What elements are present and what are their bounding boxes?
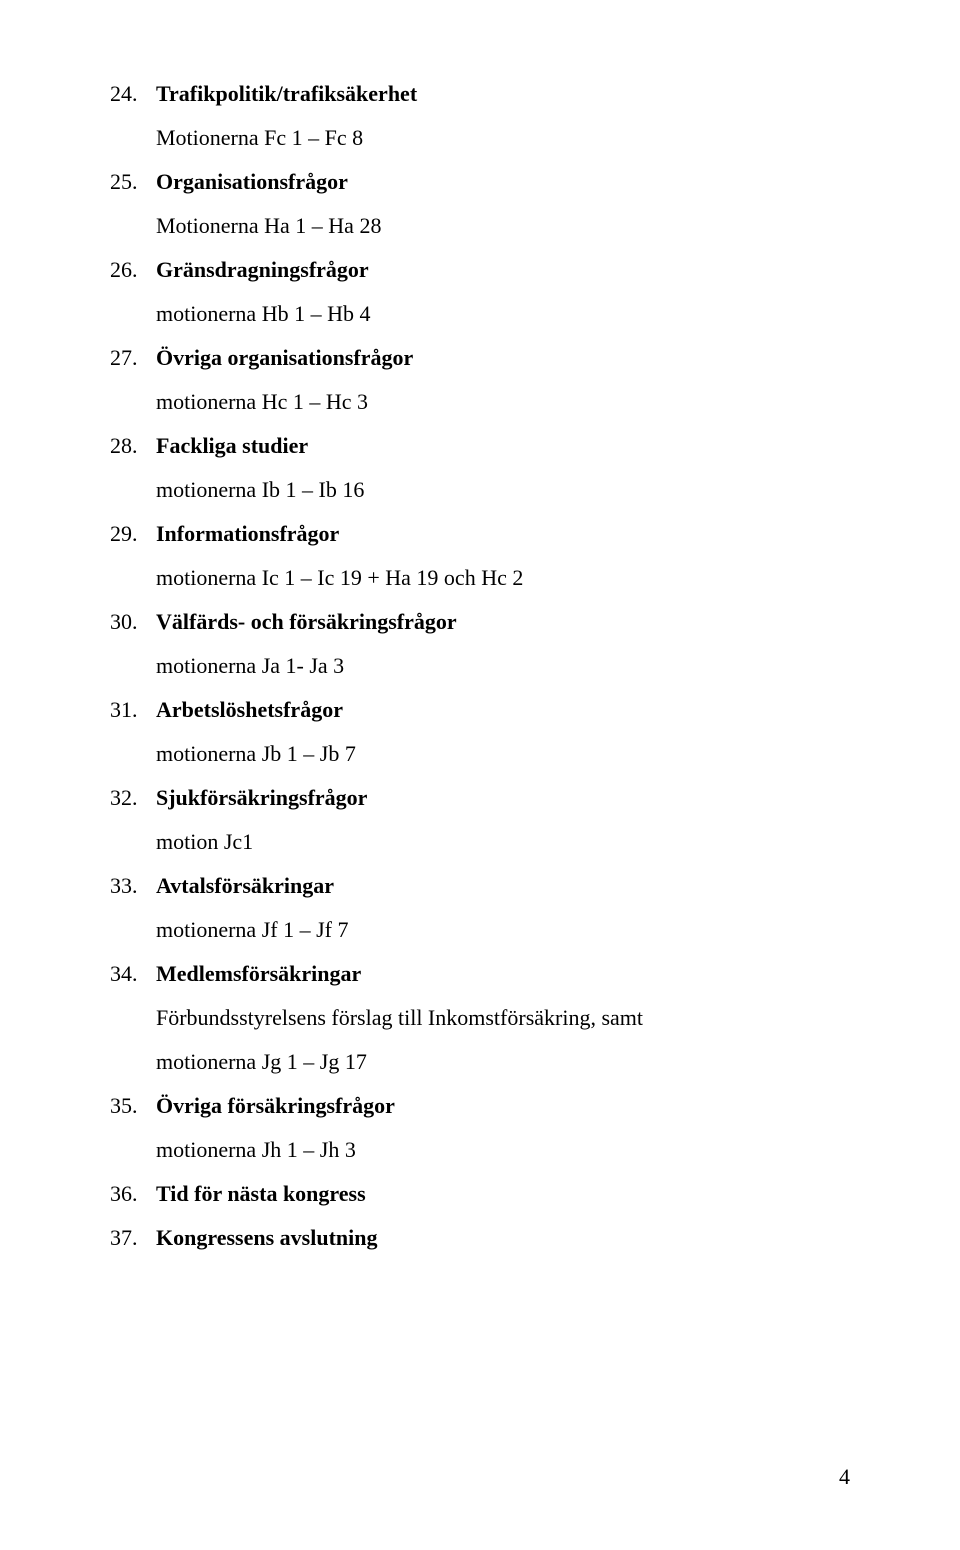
item-title: Organisationsfrågor [156,160,348,204]
numbered-list: 24.Trafikpolitik/trafiksäkerhetMotionern… [110,72,850,1260]
item-subtext: motionerna Ic 1 – Ic 19 + Ha 19 och Hc 2 [156,556,850,600]
item-number: 25. [110,160,156,204]
item-number: 35. [110,1084,156,1128]
item-subtext: Förbundsstyrelsens förslag till Inkomstf… [156,996,850,1040]
list-item: 34.MedlemsförsäkringarFörbundsstyrelsens… [110,952,850,1084]
item-subtext: motionerna Hb 1 – Hb 4 [156,292,850,336]
item-heading-row: 32.Sjukförsäkringsfrågor [110,776,850,820]
item-heading-row: 26.Gränsdragningsfrågor [110,248,850,292]
list-item: 37.Kongressens avslutning [110,1216,850,1260]
list-item: 24.Trafikpolitik/trafiksäkerhetMotionern… [110,72,850,160]
list-item: 33.Avtalsförsäkringarmotionerna Jf 1 – J… [110,864,850,952]
item-number: 31. [110,688,156,732]
item-title: Kongressens avslutning [156,1216,377,1260]
item-number: 33. [110,864,156,908]
item-number: 26. [110,248,156,292]
list-item: 31.Arbetslöshetsfrågormotionerna Jb 1 – … [110,688,850,776]
item-subtext: motionerna Jb 1 – Jb 7 [156,732,850,776]
item-title: Övriga organisationsfrågor [156,336,413,380]
list-item: 26.Gränsdragningsfrågormotionerna Hb 1 –… [110,248,850,336]
item-heading-row: 28.Fackliga studier [110,424,850,468]
list-item: 27.Övriga organisationsfrågormotionerna … [110,336,850,424]
item-title: Tid för nästa kongress [156,1172,366,1216]
item-heading-row: 35.Övriga försäkringsfrågor [110,1084,850,1128]
item-heading-row: 24.Trafikpolitik/trafiksäkerhet [110,72,850,116]
list-item: 28.Fackliga studiermotionerna Ib 1 – Ib … [110,424,850,512]
item-heading-row: 29.Informationsfrågor [110,512,850,556]
item-number: 27. [110,336,156,380]
item-title: Gränsdragningsfrågor [156,248,369,292]
item-heading-row: 31.Arbetslöshetsfrågor [110,688,850,732]
item-heading-row: 36.Tid för nästa kongress [110,1172,850,1216]
item-subtext: motionerna Ib 1 – Ib 16 [156,468,850,512]
item-title: Arbetslöshetsfrågor [156,688,343,732]
item-title: Välfärds- och försäkringsfrågor [156,600,457,644]
item-subtext: motionerna Hc 1 – Hc 3 [156,380,850,424]
item-number: 34. [110,952,156,996]
item-heading-row: 37.Kongressens avslutning [110,1216,850,1260]
item-title: Övriga försäkringsfrågor [156,1084,395,1128]
item-title: Medlemsförsäkringar [156,952,361,996]
item-title: Fackliga studier [156,424,308,468]
item-title: Informationsfrågor [156,512,339,556]
item-number: 30. [110,600,156,644]
list-item: 30.Välfärds- och försäkringsfrågormotion… [110,600,850,688]
item-subtext: motionerna Jf 1 – Jf 7 [156,908,850,952]
list-item: 36.Tid för nästa kongress [110,1172,850,1216]
item-number: 36. [110,1172,156,1216]
item-title: Trafikpolitik/trafiksäkerhet [156,72,417,116]
item-subtext: motionerna Ja 1- Ja 3 [156,644,850,688]
item-number: 24. [110,72,156,116]
item-heading-row: 34.Medlemsförsäkringar [110,952,850,996]
list-item: 29.Informationsfrågormotionerna Ic 1 – I… [110,512,850,600]
item-number: 29. [110,512,156,556]
item-heading-row: 25.Organisationsfrågor [110,160,850,204]
item-subtext: motionerna Jh 1 – Jh 3 [156,1128,850,1172]
list-item: 25.OrganisationsfrågorMotionerna Ha 1 – … [110,160,850,248]
item-heading-row: 33.Avtalsförsäkringar [110,864,850,908]
item-number: 28. [110,424,156,468]
document-page: 24.Trafikpolitik/trafiksäkerhetMotionern… [0,0,960,1550]
item-subtext: motionerna Jg 1 – Jg 17 [156,1040,850,1084]
item-subtext: motion Jc1 [156,820,850,864]
item-subtext: Motionerna Ha 1 – Ha 28 [156,204,850,248]
item-title: Sjukförsäkringsfrågor [156,776,367,820]
item-heading-row: 27.Övriga organisationsfrågor [110,336,850,380]
page-number: 4 [839,1464,850,1490]
item-number: 37. [110,1216,156,1260]
item-heading-row: 30.Välfärds- och försäkringsfrågor [110,600,850,644]
item-subtext: Motionerna Fc 1 – Fc 8 [156,116,850,160]
item-title: Avtalsförsäkringar [156,864,334,908]
list-item: 35.Övriga försäkringsfrågormotionerna Jh… [110,1084,850,1172]
item-number: 32. [110,776,156,820]
list-item: 32.Sjukförsäkringsfrågormotion Jc1 [110,776,850,864]
